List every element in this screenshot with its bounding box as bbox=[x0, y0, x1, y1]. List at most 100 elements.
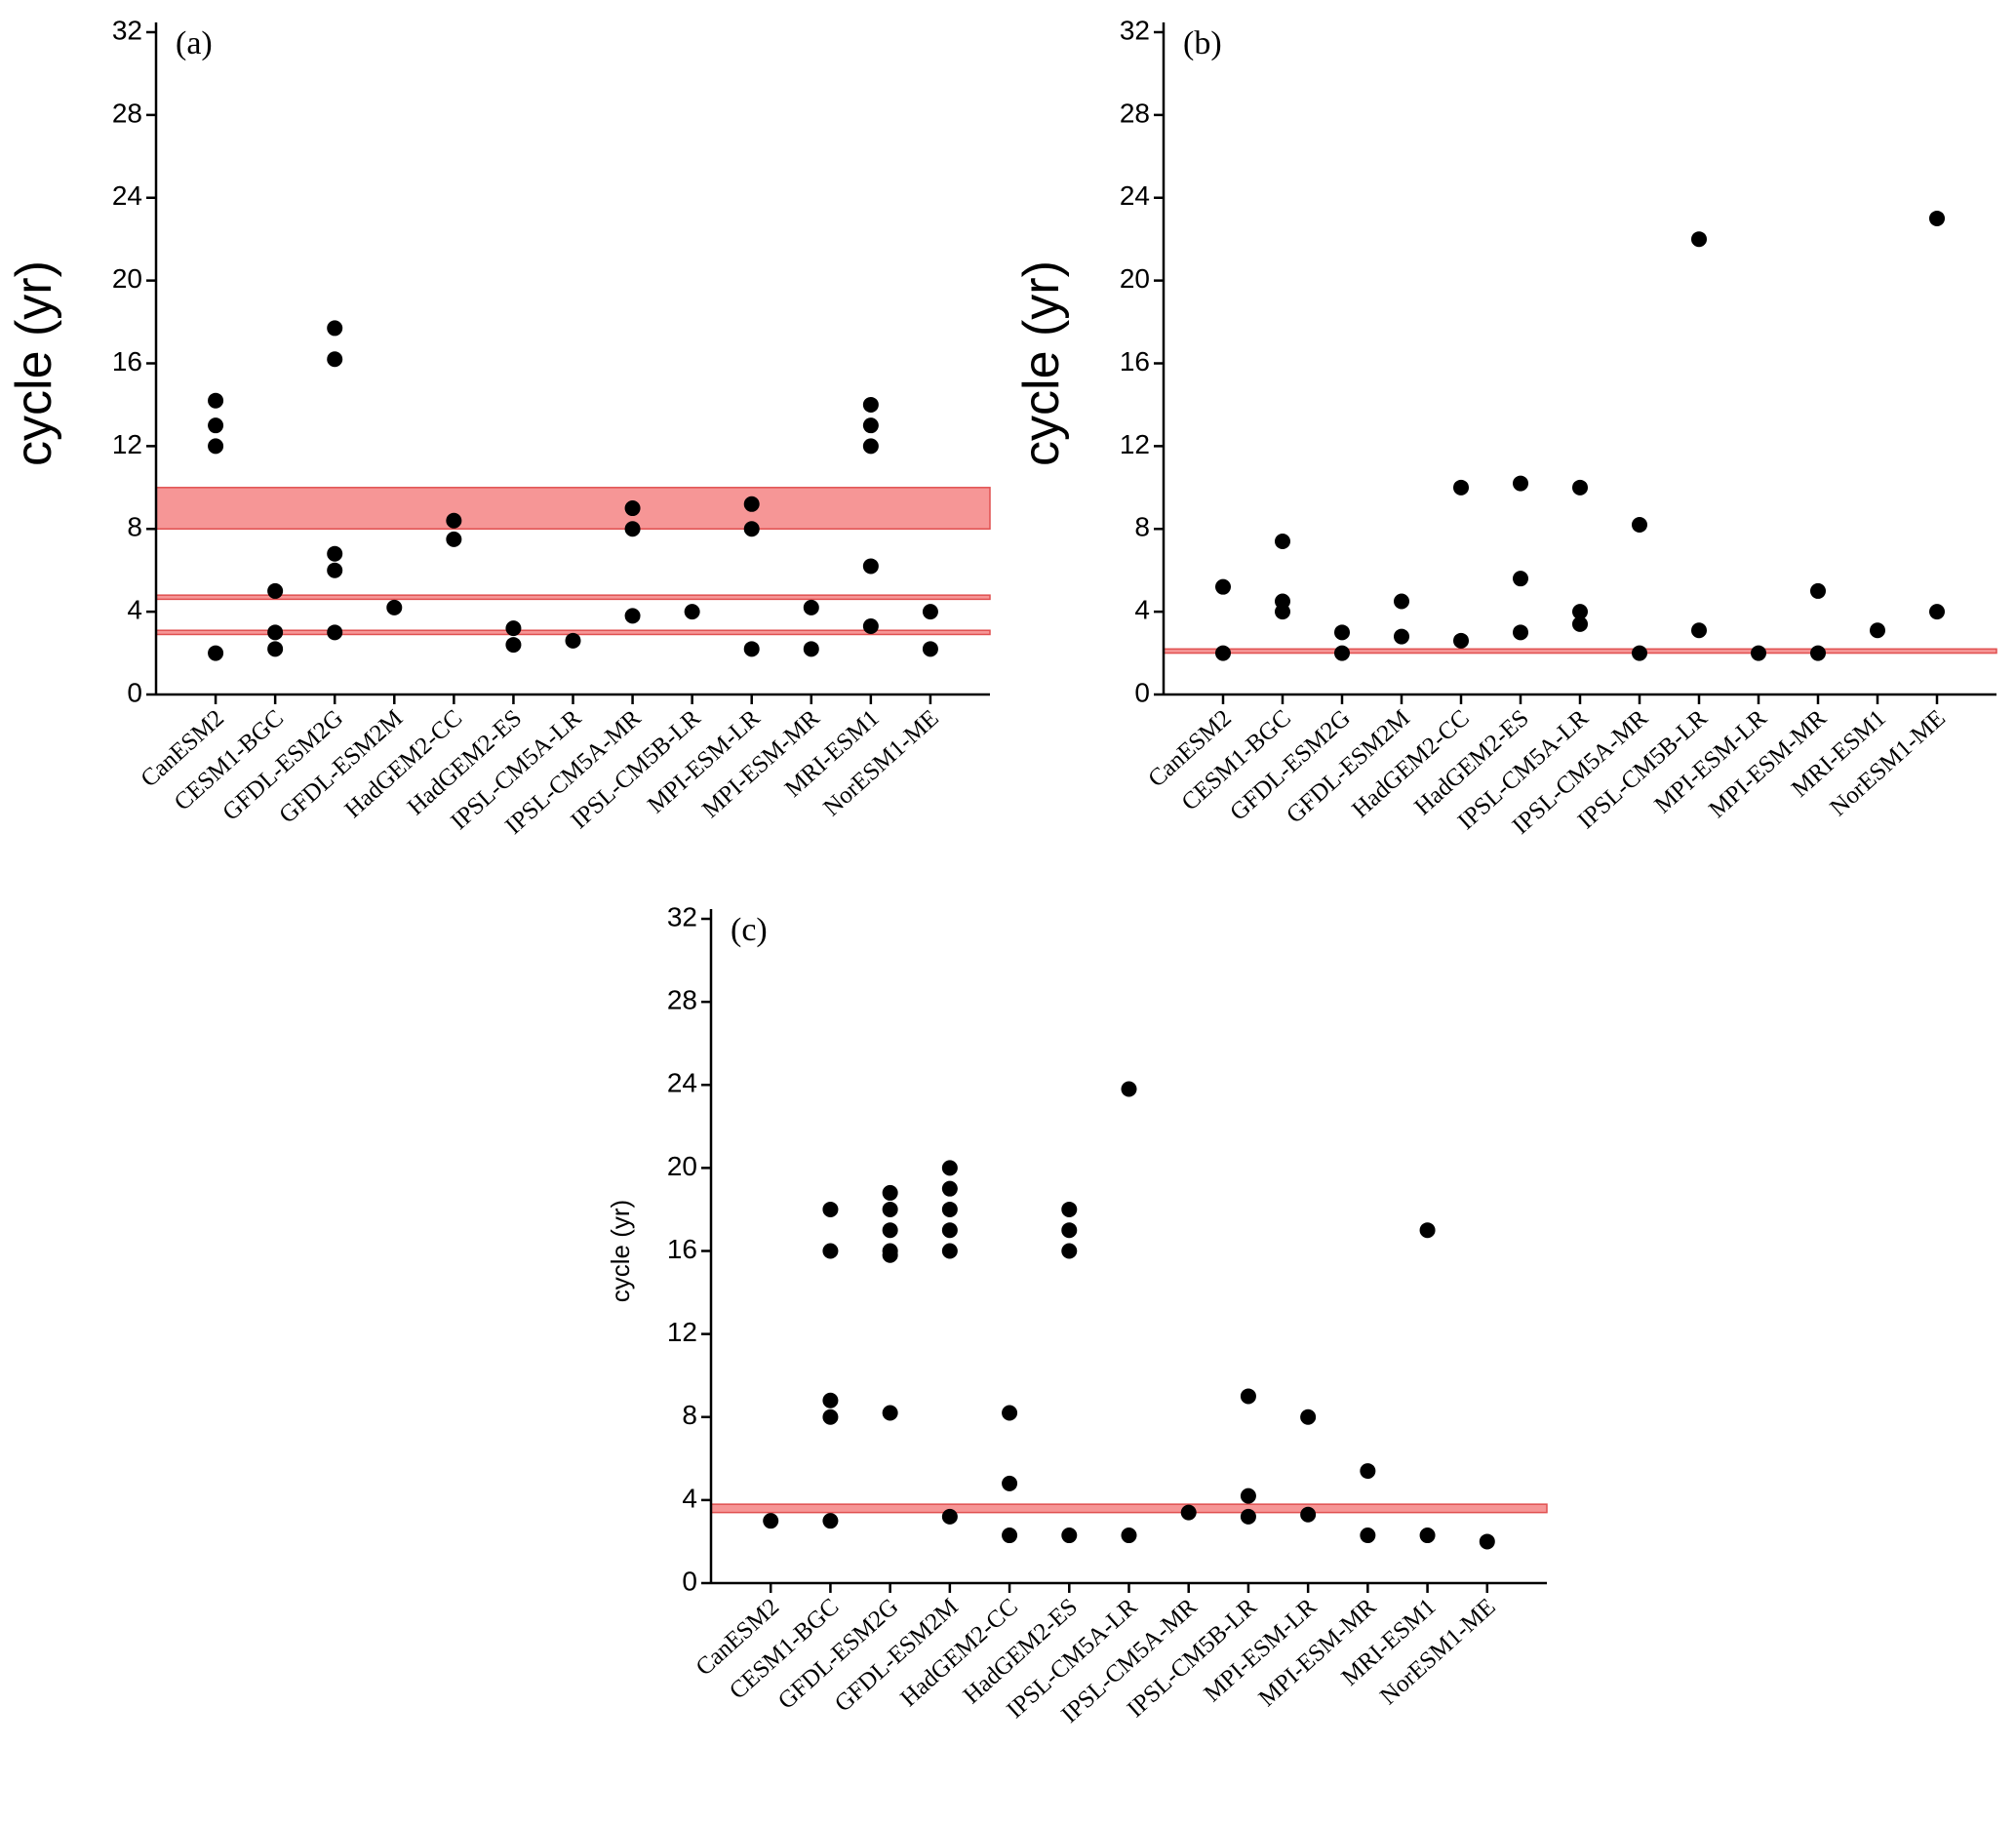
y-tick-label: 16 bbox=[112, 346, 142, 377]
y-tick-label: 20 bbox=[112, 263, 142, 294]
data-point bbox=[1394, 593, 1409, 610]
y-tick-label: 24 bbox=[667, 1068, 697, 1098]
data-point bbox=[505, 620, 522, 637]
data-point bbox=[327, 351, 343, 368]
y-tick-label: 20 bbox=[1120, 263, 1150, 294]
data-point bbox=[862, 558, 879, 575]
y-tick-label: 16 bbox=[667, 1234, 697, 1264]
data-point bbox=[327, 624, 343, 641]
data-point bbox=[1061, 1222, 1078, 1239]
y-tick-label: 12 bbox=[112, 429, 142, 459]
reference-band bbox=[710, 1503, 1548, 1514]
data-point bbox=[1453, 632, 1469, 649]
panel-label: (a) bbox=[176, 25, 213, 61]
data-point bbox=[1513, 624, 1528, 641]
y-tick-label: 12 bbox=[667, 1317, 697, 1347]
data-point bbox=[862, 617, 879, 634]
data-point bbox=[1334, 624, 1350, 641]
data-point bbox=[941, 1222, 958, 1239]
panel-label: (b) bbox=[1183, 25, 1222, 61]
data-point bbox=[1513, 571, 1528, 587]
data-point bbox=[1513, 475, 1528, 492]
y-tick-label: 28 bbox=[112, 98, 142, 128]
y-tick-label: 4 bbox=[127, 595, 142, 625]
data-point bbox=[1215, 645, 1231, 661]
data-point bbox=[1215, 578, 1231, 595]
y-tick-label: 32 bbox=[1120, 15, 1150, 45]
y-axis-label: cycle (yr) bbox=[606, 1200, 635, 1302]
data-point bbox=[822, 1408, 839, 1425]
data-point bbox=[743, 641, 760, 657]
data-point bbox=[267, 641, 284, 657]
data-point bbox=[1300, 1408, 1317, 1425]
data-point bbox=[1334, 645, 1350, 661]
data-point bbox=[803, 599, 819, 615]
data-point bbox=[1275, 604, 1290, 620]
data-point bbox=[684, 604, 700, 620]
data-point bbox=[1691, 231, 1707, 248]
y-tick-label: 32 bbox=[667, 901, 697, 932]
data-point bbox=[565, 632, 581, 649]
data-point bbox=[922, 604, 938, 620]
y-axis-label: cycle (yr) bbox=[1013, 260, 1070, 466]
data-point bbox=[743, 521, 760, 537]
data-point bbox=[1929, 210, 1945, 226]
data-point bbox=[1121, 1081, 1137, 1097]
data-point bbox=[862, 417, 879, 434]
data-point bbox=[1810, 645, 1826, 661]
data-point bbox=[624, 521, 641, 537]
y-tick-label: 8 bbox=[127, 512, 142, 542]
data-point bbox=[1002, 1527, 1018, 1544]
data-point bbox=[1572, 604, 1588, 620]
data-point bbox=[208, 417, 224, 434]
y-axis-label: cycle (yr) bbox=[6, 260, 62, 466]
data-point bbox=[1929, 604, 1945, 620]
data-point bbox=[1360, 1527, 1376, 1544]
data-point bbox=[1240, 1508, 1256, 1525]
y-tick-label: 8 bbox=[1134, 512, 1150, 542]
data-point bbox=[1061, 1243, 1078, 1259]
y-tick-label: 4 bbox=[1134, 595, 1150, 625]
data-point bbox=[1360, 1463, 1376, 1480]
data-point bbox=[941, 1160, 958, 1176]
y-tick-label: 0 bbox=[1134, 677, 1150, 707]
y-tick-label: 28 bbox=[667, 985, 697, 1015]
data-point bbox=[922, 641, 938, 657]
y-tick-label: 0 bbox=[682, 1566, 697, 1596]
data-point bbox=[208, 438, 224, 455]
data-point bbox=[941, 1180, 958, 1197]
data-point bbox=[1394, 628, 1409, 645]
data-point bbox=[1002, 1405, 1018, 1421]
data-point bbox=[1453, 479, 1469, 496]
data-point bbox=[1870, 622, 1885, 639]
panel-label: (c) bbox=[731, 912, 768, 948]
data-point bbox=[941, 1243, 958, 1259]
data-point bbox=[882, 1201, 898, 1217]
data-point bbox=[1479, 1533, 1495, 1550]
data-point bbox=[1632, 517, 1647, 534]
data-point bbox=[327, 562, 343, 578]
data-point bbox=[386, 599, 403, 615]
data-point bbox=[505, 637, 522, 654]
y-tick-label: 28 bbox=[1120, 98, 1150, 128]
y-tick-label: 24 bbox=[112, 180, 142, 211]
data-point bbox=[822, 1392, 839, 1408]
y-tick-label: 16 bbox=[1120, 346, 1150, 377]
data-point bbox=[941, 1201, 958, 1217]
data-point bbox=[1180, 1504, 1197, 1521]
data-point bbox=[1572, 479, 1588, 496]
y-tick-label: 24 bbox=[1120, 180, 1150, 211]
data-point bbox=[1240, 1388, 1256, 1405]
data-point bbox=[822, 1243, 839, 1259]
data-point bbox=[882, 1405, 898, 1421]
data-point bbox=[446, 512, 462, 529]
data-point bbox=[882, 1222, 898, 1239]
y-tick-label: 32 bbox=[112, 15, 142, 45]
reference-band bbox=[155, 487, 991, 530]
data-point bbox=[1275, 533, 1290, 549]
data-point bbox=[822, 1201, 839, 1217]
data-point bbox=[941, 1508, 958, 1525]
data-point bbox=[882, 1247, 898, 1263]
data-point bbox=[743, 496, 760, 512]
